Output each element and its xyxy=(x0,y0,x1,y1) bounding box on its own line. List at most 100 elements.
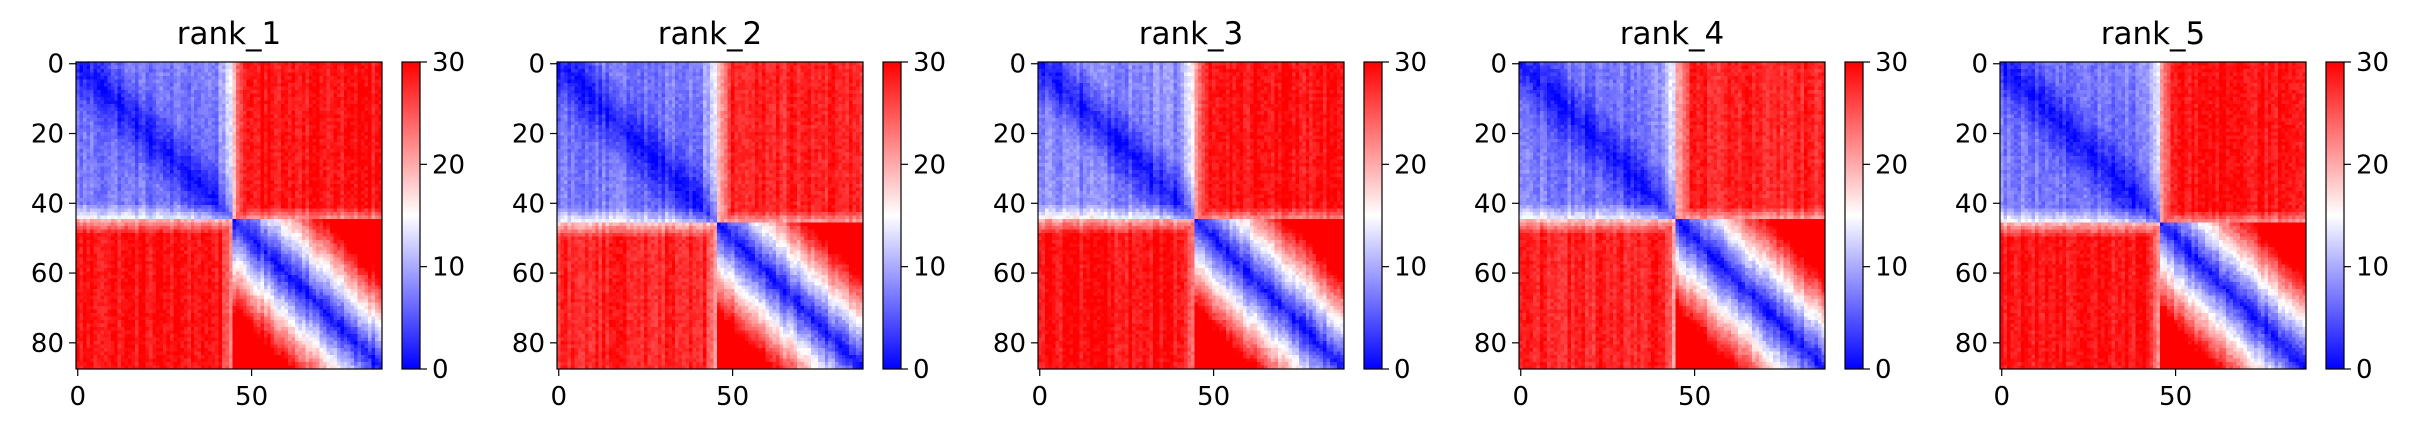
heatmap-cell xyxy=(291,239,296,244)
heatmap-cell xyxy=(302,184,306,188)
heatmap-cell xyxy=(284,187,289,192)
heatmap-cell xyxy=(350,159,355,164)
heatmap-cell xyxy=(333,208,338,213)
heatmap-cell xyxy=(343,208,348,213)
heatmap-cell xyxy=(343,142,348,147)
heatmap-cell xyxy=(267,159,272,164)
heatmap-cell xyxy=(340,124,345,129)
heatmap-cell xyxy=(142,170,146,174)
heatmap-cell xyxy=(242,72,247,77)
heatmap-cell xyxy=(86,239,91,244)
heatmap-cell xyxy=(260,166,265,171)
heatmap-cell xyxy=(364,180,369,185)
heatmap-cell xyxy=(333,250,338,255)
heatmap-cell xyxy=(253,236,258,241)
heatmap-cell xyxy=(371,232,376,237)
heatmap-cell xyxy=(340,131,345,136)
heatmap-cell xyxy=(302,243,306,248)
heatmap-cell xyxy=(336,142,341,147)
heatmap-cell xyxy=(326,96,331,101)
heatmap-cell xyxy=(173,212,178,216)
heatmap-cell xyxy=(76,194,80,199)
heatmap-cell xyxy=(364,121,369,126)
heatmap-cell xyxy=(354,156,358,160)
heatmap-cell xyxy=(155,124,160,129)
heatmap-cell xyxy=(249,117,254,122)
heatmap-cell xyxy=(284,103,289,108)
heatmap-cell xyxy=(225,170,230,174)
heatmap-cell xyxy=(76,145,80,150)
heatmap-cell xyxy=(124,222,129,227)
heatmap-cell xyxy=(315,65,320,70)
heatmap-cell xyxy=(152,114,157,119)
heatmap-cell xyxy=(197,187,202,192)
heatmap-cell xyxy=(96,198,101,202)
heatmap-cell xyxy=(82,191,87,195)
heatmap-cell xyxy=(270,107,275,112)
heatmap-cell xyxy=(256,65,261,70)
heatmap-cell xyxy=(201,257,205,262)
heatmap-cell xyxy=(312,128,317,133)
heatmap-cell xyxy=(183,173,188,178)
heatmap-cell xyxy=(298,239,303,244)
heatmap-cell xyxy=(86,191,91,195)
heatmap-cell xyxy=(249,180,254,185)
heatmap-cell xyxy=(176,163,181,167)
heatmap-cell xyxy=(82,201,87,206)
heatmap-cells xyxy=(76,62,383,370)
heatmap-cell xyxy=(277,138,282,143)
heatmap-cell xyxy=(131,114,136,119)
heatmap-cell xyxy=(281,246,285,251)
heatmap-cell xyxy=(100,142,105,147)
heatmap-cell xyxy=(131,170,136,174)
heatmap-cell xyxy=(288,163,292,167)
heatmap-cell xyxy=(176,79,181,84)
heatmap-cell xyxy=(274,177,278,181)
heatmap-cell xyxy=(117,163,122,167)
heatmap-cell xyxy=(242,156,247,160)
heatmap-cell xyxy=(82,218,87,223)
heatmap-cell xyxy=(239,222,244,227)
heatmap-cell xyxy=(326,124,331,129)
heatmap-cell xyxy=(169,194,174,199)
heatmap-cell xyxy=(308,201,313,206)
heatmap-cell xyxy=(315,215,320,220)
heatmap-cell xyxy=(312,121,317,126)
heatmap-cell xyxy=(173,152,178,157)
heatmap-cell xyxy=(361,184,365,188)
heatmap-cell xyxy=(371,142,376,147)
heatmap-cell xyxy=(354,170,358,174)
heatmap-cell xyxy=(253,218,258,223)
heatmap-cell xyxy=(312,194,317,199)
heatmap-cell xyxy=(159,62,164,66)
heatmap-cell xyxy=(350,110,355,115)
heatmap-cell xyxy=(93,198,98,202)
heatmap-cell xyxy=(190,215,195,220)
heatmap-cell xyxy=(145,156,150,160)
heatmap-cell xyxy=(159,121,164,126)
heatmap-cell xyxy=(211,229,216,234)
heatmap-cell xyxy=(142,149,146,154)
heatmap-cell xyxy=(173,79,178,84)
heatmap-cell xyxy=(159,128,164,133)
heatmap-cell xyxy=(315,246,320,251)
heatmap-cell xyxy=(187,173,192,178)
heatmap-cell xyxy=(211,117,216,122)
heatmap-cell xyxy=(176,89,181,94)
heatmap-cell xyxy=(270,191,275,195)
heatmap-cell xyxy=(121,225,125,230)
heatmap-cell xyxy=(142,187,146,192)
heatmap-cell xyxy=(124,191,129,195)
heatmap-cell xyxy=(256,121,261,126)
heatmap-cell xyxy=(149,121,153,126)
heatmap-cell xyxy=(375,208,379,213)
heatmap-cell xyxy=(89,138,94,143)
heatmap-cell xyxy=(378,225,383,230)
heatmap-cell xyxy=(76,131,80,136)
heatmap-cell xyxy=(103,138,108,143)
heatmap-cell xyxy=(329,114,334,119)
heatmap-cell xyxy=(114,246,119,251)
heatmap-cell xyxy=(194,232,199,237)
heatmap-cell xyxy=(298,82,303,87)
heatmap-cell xyxy=(291,243,296,248)
